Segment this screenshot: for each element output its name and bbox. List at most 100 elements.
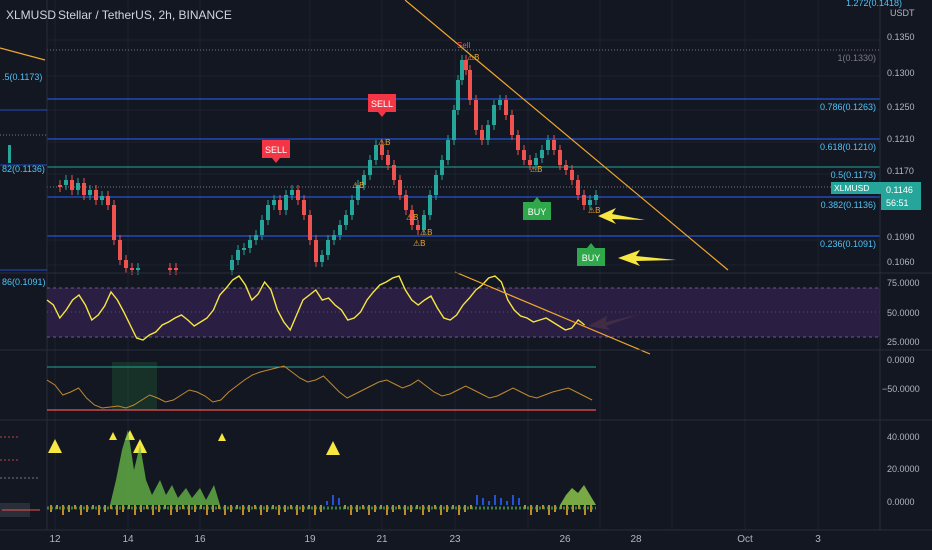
candle <box>332 235 336 240</box>
candle <box>594 195 598 200</box>
sell-glyph: Sell <box>457 41 471 50</box>
symbol-title[interactable]: XLMUSD <box>6 8 56 22</box>
fib-label: 0.236(0.1091) <box>820 239 876 249</box>
left-trendline[interactable] <box>0 47 46 61</box>
candle <box>362 175 366 185</box>
histogram-bar <box>338 498 340 505</box>
arrow-annotation-1[interactable] <box>598 208 645 224</box>
histogram-bar <box>482 498 484 505</box>
buy-signal[interactable]: BUY <box>523 197 551 220</box>
candle <box>76 183 80 190</box>
oscillator-pane[interactable] <box>46 362 596 411</box>
vol-tick: 0.0000 <box>887 497 915 507</box>
candle <box>58 185 62 187</box>
candle <box>546 140 550 150</box>
candle <box>94 190 98 200</box>
candle <box>392 165 396 180</box>
candle <box>124 260 128 268</box>
price-axis-top: 1.272(0.1418) <box>846 0 902 8</box>
candle <box>368 160 372 175</box>
histogram-bar <box>476 495 478 505</box>
time-tick: 3 <box>815 534 821 545</box>
buy-signal[interactable]: BUY <box>577 243 605 266</box>
candle <box>528 160 532 165</box>
candle <box>410 210 414 225</box>
histogram-bar <box>116 505 118 515</box>
candle <box>168 268 172 270</box>
histogram-bar <box>62 505 64 515</box>
candle <box>260 220 264 235</box>
price-tick: 0.1300 <box>887 68 915 78</box>
histogram-bar <box>404 505 406 515</box>
candle <box>70 180 74 190</box>
candle <box>582 195 586 205</box>
candle <box>428 195 432 215</box>
candle <box>452 110 456 140</box>
time-axis[interactable]: 12 14 16 19 21 23 26 28 Oct 3 <box>49 534 821 545</box>
price-tick: 0.1170 <box>887 166 914 176</box>
rsi-pane[interactable] <box>46 271 880 355</box>
histogram-bar <box>494 495 496 505</box>
time-tick: 16 <box>194 534 206 545</box>
histogram-bar <box>188 505 190 515</box>
time-tick: 19 <box>304 534 316 545</box>
candle <box>504 100 508 115</box>
main-trendline[interactable] <box>404 0 729 271</box>
histogram-bar <box>314 505 316 515</box>
sell-signal[interactable]: SELL <box>368 94 396 117</box>
buy-label: BUY <box>582 253 601 263</box>
candle <box>236 250 240 260</box>
candle <box>314 240 318 262</box>
candle <box>540 150 544 158</box>
histogram-bar <box>386 505 388 515</box>
sell-signal[interactable]: SELL <box>262 140 290 163</box>
triangle-marker <box>109 432 117 440</box>
left-fib-label-2: 82(0.1136) <box>2 164 45 174</box>
buy-label: BUY <box>528 207 547 217</box>
candle <box>570 170 574 180</box>
rsi-tick: 25.0000 <box>887 337 920 347</box>
candle <box>326 240 330 255</box>
arrow-annotation-2[interactable] <box>618 250 676 266</box>
triangle-marker <box>218 433 226 441</box>
candle <box>290 190 294 195</box>
price-tick: 0.1210 <box>887 134 915 144</box>
candle <box>576 180 580 195</box>
histogram-bar <box>224 505 226 515</box>
histogram-bar <box>332 495 334 505</box>
warning-glyph: ⚠B <box>352 181 365 190</box>
candle <box>338 225 342 235</box>
current-price-tag[interactable] <box>831 182 881 194</box>
volume-pane[interactable] <box>47 430 596 515</box>
rsi-trendline[interactable] <box>454 271 651 355</box>
left-fib-label-3: 86(0.1091) <box>2 277 46 287</box>
warning-glyph: ⚠B <box>406 213 419 222</box>
candle <box>516 135 520 150</box>
histogram-bar <box>458 505 460 515</box>
candle <box>356 185 360 200</box>
time-tick: 14 <box>122 534 134 545</box>
rsi-line <box>46 275 586 341</box>
time-tick: 28 <box>630 534 642 545</box>
warning-glyph: ⚠B <box>420 228 433 237</box>
histogram-bar <box>512 495 514 505</box>
candle <box>492 105 496 125</box>
histogram-bar <box>584 505 586 515</box>
candle <box>398 180 402 195</box>
triangle-marker <box>326 441 340 455</box>
histogram-bar <box>506 501 508 505</box>
candle <box>136 268 140 270</box>
warning-glyph: ⚠B <box>413 239 426 248</box>
histogram-bar <box>152 505 154 515</box>
histogram-bar <box>518 498 520 505</box>
candle <box>296 190 300 200</box>
osc-tick: 0.0000 <box>887 355 915 365</box>
oscillator-highlight <box>112 362 157 410</box>
bar-countdown: 56:51 <box>886 198 909 208</box>
candle <box>416 225 420 230</box>
price-axis[interactable]: 1.272(0.1418) USDT 0.1350 0.1300 0.1250 … <box>831 0 932 550</box>
price-pane[interactable]: 1(0.1330) 0.786(0.1263) 0.618(0.1210) 0.5(0… <box>0 0 880 330</box>
candle <box>100 196 104 200</box>
candle <box>534 158 538 165</box>
